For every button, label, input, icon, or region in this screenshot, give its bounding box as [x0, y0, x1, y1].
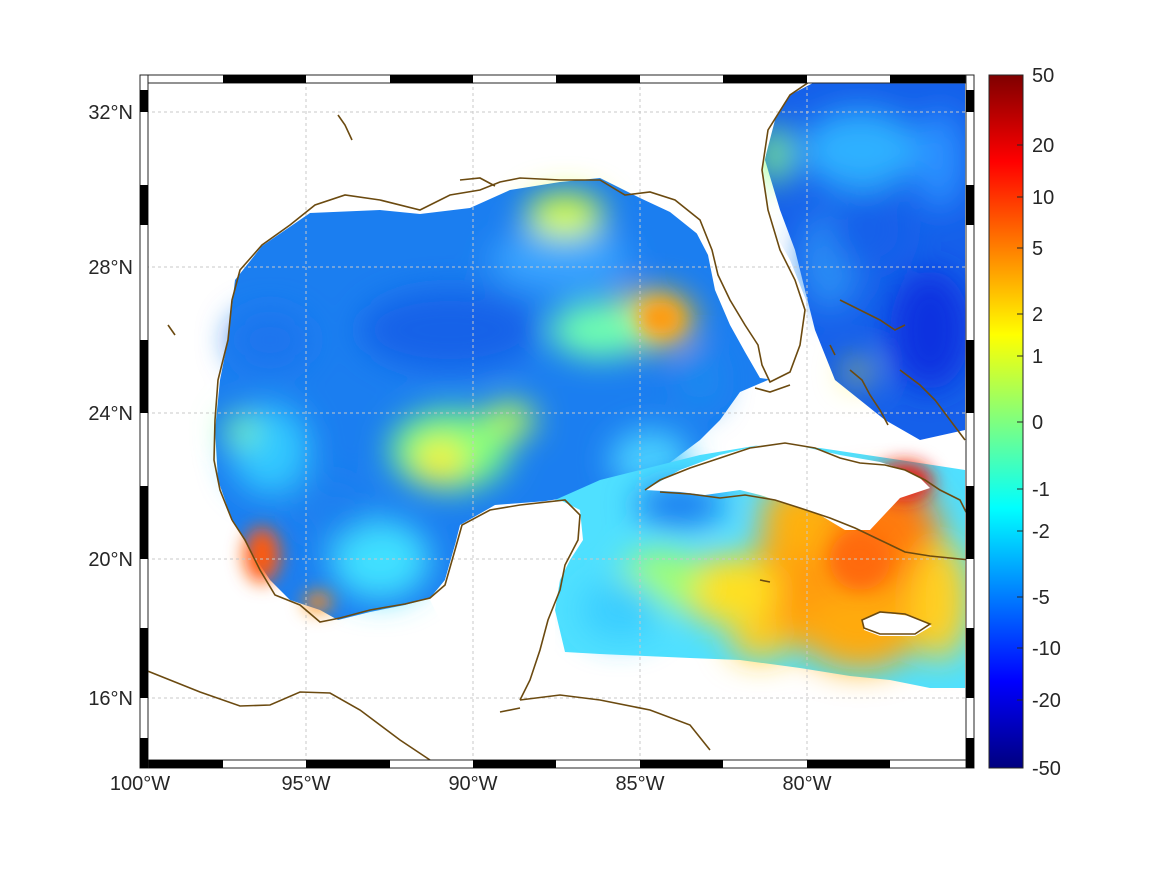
lon-tick-label: 85°W	[615, 773, 664, 795]
lat-tick-label: 32°N	[88, 102, 133, 124]
colorbar-tick-label: -5	[1032, 587, 1050, 609]
colorbar-tick-label: 0	[1032, 412, 1043, 434]
colorbar-ticks	[1017, 74, 1023, 769]
atlantic-field	[761, 82, 970, 440]
lon-tick-label: 80°W	[782, 773, 831, 795]
lon-tick-label: 95°W	[281, 773, 330, 795]
colorbar-labels: 50 20 10 5 2 1 0 -1 -2 -5 -10 -20 -50	[1032, 65, 1061, 780]
lon-tick-labels: 100°W 95°W 90°W 85°W 80°W	[110, 773, 832, 795]
lat-tick-label: 24°N	[88, 403, 133, 425]
map-frame	[139, 74, 975, 769]
colorbar-tick-label: 50	[1032, 65, 1054, 87]
colorbar-tick-label: 10	[1032, 187, 1054, 209]
colorbar-tick-label: 2	[1032, 304, 1043, 326]
lat-tick-label: 20°N	[88, 549, 133, 571]
frame-bottom	[139, 759, 975, 769]
colorbar-tick-label: -20	[1032, 690, 1061, 712]
colorbar-tick-label: 20	[1032, 135, 1054, 157]
lon-tick-label: 90°W	[448, 773, 497, 795]
colorbar-tick-label: -50	[1032, 758, 1061, 780]
lon-tick-label: 100°W	[110, 773, 170, 795]
colorbar-tick-label: -2	[1032, 521, 1050, 543]
coastlines	[140, 77, 971, 761]
colorbar-tick-label: -10	[1032, 638, 1061, 660]
lat-tick-label: 16°N	[88, 688, 133, 710]
lat-tick-labels: 32°N 28°N 24°N 20°N 16°N	[88, 102, 133, 710]
colorbar-tick-label: -1	[1032, 479, 1050, 501]
frame-right	[965, 74, 975, 769]
frame-top	[139, 74, 975, 84]
land-mask	[430, 80, 932, 650]
data-field	[215, 80, 970, 688]
colorbar-tick-label: 1	[1032, 346, 1043, 368]
lat-tick-label: 28°N	[88, 257, 133, 279]
frame-left	[139, 74, 149, 769]
colorbar: 50 20 10 5 2 1 0 -1 -2 -5 -10 -20 -50	[988, 65, 1061, 780]
gulf-field	[215, 178, 768, 620]
colorbar-tick-label: 5	[1032, 238, 1043, 260]
